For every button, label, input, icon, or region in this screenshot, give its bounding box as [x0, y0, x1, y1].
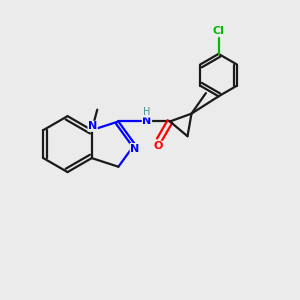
Text: H: H	[143, 107, 151, 117]
Text: N: N	[142, 116, 152, 127]
Text: N: N	[130, 143, 140, 154]
Text: Cl: Cl	[213, 26, 224, 36]
Text: N: N	[88, 121, 97, 131]
Text: O: O	[153, 141, 163, 151]
